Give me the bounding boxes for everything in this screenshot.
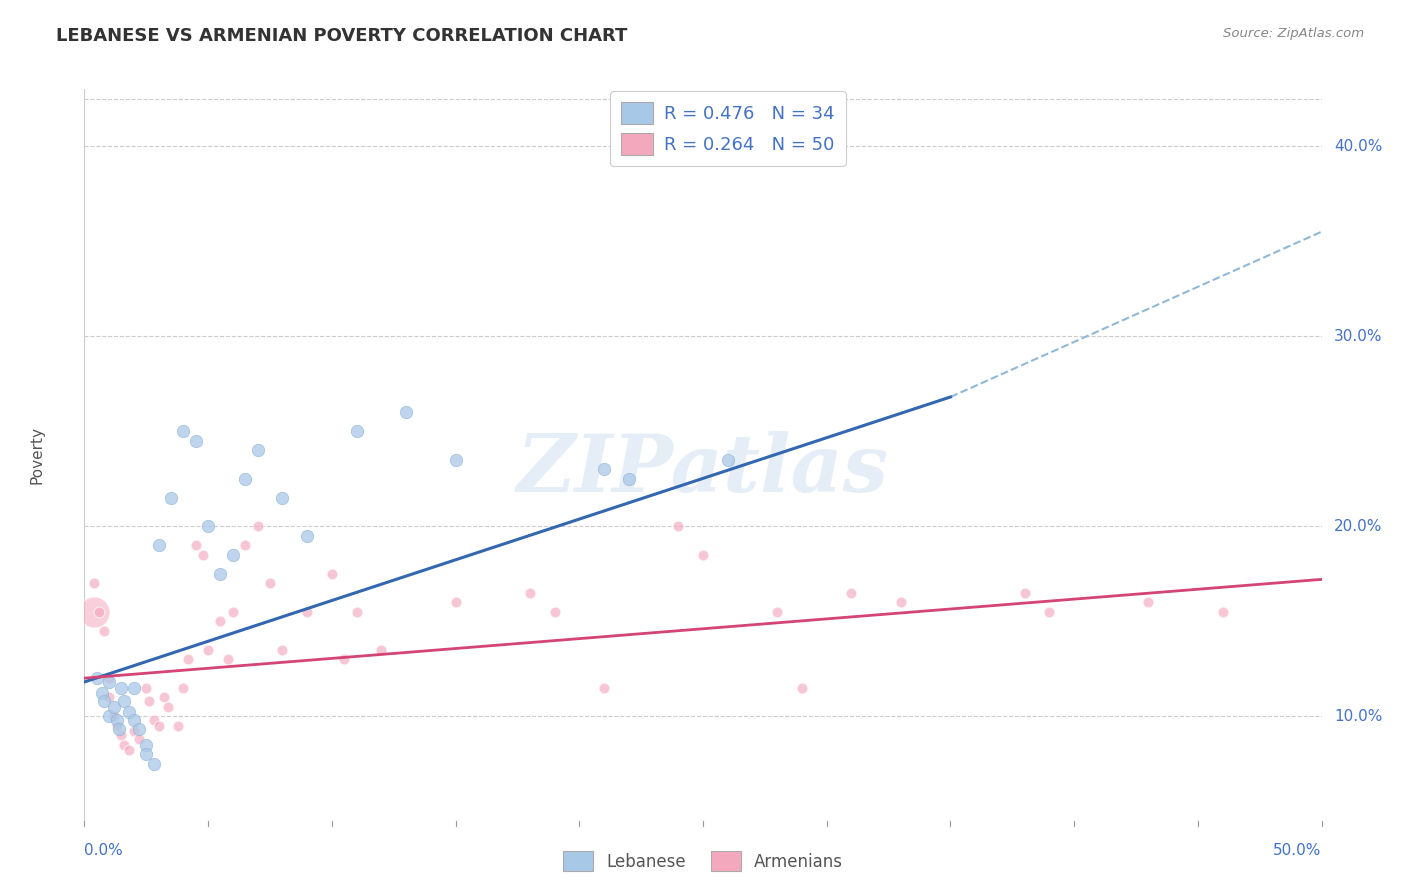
Point [98,690,121,705]
Point [138,694,160,708]
Point [370,642,392,657]
Point [118,706,141,720]
Text: 20.0%: 20.0% [1334,518,1382,533]
Text: LEBANESE VS ARMENIAN POVERTY CORRELATION CHART: LEBANESE VS ARMENIAN POVERTY CORRELATION… [56,27,627,45]
Point [105,713,128,727]
Point [766,605,789,619]
Point [271,642,294,657]
Point [93,624,115,638]
Point [148,538,170,552]
Point [246,519,269,533]
Point [108,723,131,737]
Text: 10.0%: 10.0% [1334,708,1382,723]
Point [98,671,121,685]
Point [86,671,108,685]
Point [197,519,219,533]
Point [148,719,170,733]
Point [112,694,135,708]
Point [1137,595,1160,609]
Point [118,743,141,757]
Point [177,652,200,666]
Point [295,529,318,543]
Point [103,709,125,723]
Point [135,738,157,752]
Point [112,738,135,752]
Point [160,491,183,505]
Point [395,405,418,419]
Point [83,576,105,591]
Point [271,491,294,505]
Point [346,424,368,438]
Point [890,595,912,609]
Point [617,472,640,486]
Point [222,548,245,562]
Point [184,434,207,448]
Point [157,699,180,714]
Point [197,642,219,657]
Text: Source: ZipAtlas.com: Source: ZipAtlas.com [1223,27,1364,40]
Point [135,681,157,695]
Point [98,675,121,690]
Point [346,605,368,619]
Text: 0.0%: 0.0% [84,844,124,858]
Point [717,452,740,467]
Point [128,723,150,737]
Point [142,713,165,727]
Point [841,585,863,599]
Point [90,686,112,700]
Point [135,747,157,761]
Point [295,605,318,619]
Point [692,548,714,562]
Point [1038,605,1060,619]
Text: 40.0%: 40.0% [1334,138,1382,153]
Point [184,538,207,552]
Point [128,731,150,746]
Point [122,724,145,739]
Point [167,719,190,733]
Point [110,681,132,695]
Point [122,713,145,727]
Point [444,595,467,609]
Point [444,452,467,467]
Text: Poverty: Poverty [30,425,45,484]
Point [233,472,256,486]
Point [152,690,174,705]
Point [593,462,616,476]
Point [217,652,239,666]
Text: 30.0%: 30.0% [1334,328,1382,343]
Point [259,576,281,591]
Point [98,709,121,723]
Point [222,605,245,619]
Point [93,694,115,708]
Point [172,424,194,438]
Point [142,756,165,771]
Point [103,699,125,714]
Point [666,519,689,533]
Point [209,614,232,628]
Point [333,652,356,666]
Point [593,681,616,695]
Point [1212,605,1234,619]
Text: 50.0%: 50.0% [1274,844,1322,858]
Point [191,548,214,562]
Point [105,719,128,733]
Point [122,681,145,695]
Point [543,605,565,619]
Point [321,566,343,581]
Point [519,585,541,599]
Point [246,443,269,458]
Point [233,538,256,552]
Point [83,605,105,619]
Point [110,728,132,742]
Point [89,605,111,619]
Text: ZIPatlas: ZIPatlas [517,431,889,508]
Point [1014,585,1036,599]
Legend: Lebanese, Armenians: Lebanese, Armenians [557,845,849,878]
Point [172,681,194,695]
Point [790,681,813,695]
Point [209,566,232,581]
